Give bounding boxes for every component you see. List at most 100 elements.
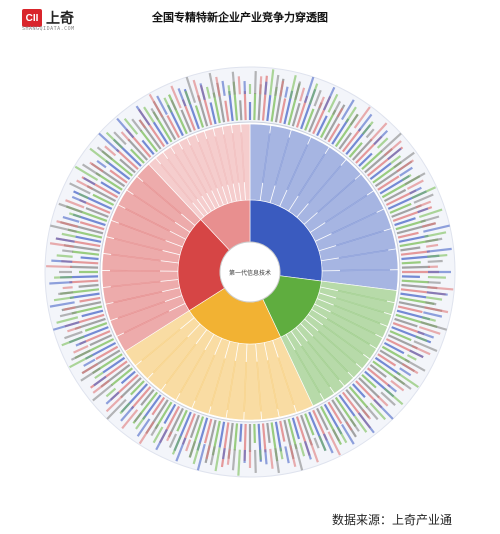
outer-label-mark bbox=[243, 91, 247, 121]
outer-label-mark bbox=[120, 405, 135, 422]
outer-label-mark bbox=[369, 162, 392, 181]
sector-label-mark bbox=[294, 349, 321, 394]
outer-label-mark bbox=[394, 217, 416, 227]
outer-label-mark bbox=[89, 334, 113, 347]
outer-label-mark bbox=[143, 106, 155, 123]
outer-label-mark bbox=[424, 306, 449, 314]
outer-label-mark bbox=[418, 208, 443, 219]
sector-label-mark bbox=[123, 310, 170, 334]
sector-label-mark bbox=[194, 354, 216, 402]
outer-label-mark bbox=[152, 426, 164, 444]
outer-label-mark bbox=[387, 147, 402, 161]
sector-label-mark bbox=[333, 304, 381, 325]
outer-label-mark bbox=[253, 423, 256, 443]
outer-label-mark bbox=[233, 423, 239, 451]
outer-label-mark bbox=[349, 418, 360, 432]
outer-label-mark bbox=[237, 449, 241, 476]
outer-label-mark bbox=[168, 433, 178, 449]
outer-label-mark bbox=[215, 76, 221, 97]
sector-label-mark bbox=[256, 361, 262, 412]
outer-label-mark bbox=[396, 371, 420, 389]
outer-label-mark bbox=[89, 147, 110, 165]
outer-label-mark bbox=[65, 199, 85, 209]
outer-label-mark bbox=[51, 259, 73, 263]
outer-label-mark bbox=[96, 146, 113, 161]
sector-label-mark bbox=[133, 193, 176, 223]
outer-label-mark bbox=[427, 286, 454, 291]
outer-label-mark bbox=[401, 173, 412, 182]
outer-label-mark bbox=[69, 182, 91, 195]
outer-label-mark bbox=[426, 296, 443, 301]
outer-label-mark bbox=[409, 349, 424, 359]
sector-label-mark bbox=[335, 297, 385, 314]
outer-label-mark bbox=[75, 340, 87, 347]
outer-label-mark bbox=[383, 341, 405, 355]
outer-label-mark bbox=[113, 131, 127, 146]
outer-label-mark bbox=[411, 344, 431, 356]
outer-label-mark bbox=[264, 81, 268, 95]
outer-label-mark bbox=[421, 316, 436, 322]
outer-label-mark bbox=[390, 155, 402, 165]
outer-label-mark bbox=[209, 446, 216, 466]
outer-label-mark bbox=[52, 321, 80, 331]
outer-label-mark bbox=[383, 140, 402, 157]
outer-label-mark bbox=[427, 281, 441, 285]
outer-label-mark bbox=[54, 275, 73, 279]
outer-label-mark bbox=[104, 145, 117, 157]
outer-label-mark bbox=[80, 367, 101, 382]
sector-label-mark bbox=[267, 360, 279, 410]
logo-text: 上奇 bbox=[46, 11, 74, 27]
outer-label-mark bbox=[279, 420, 286, 442]
outer-label-mark bbox=[196, 443, 206, 471]
outer-label-mark bbox=[400, 250, 430, 256]
outer-label-mark bbox=[380, 132, 402, 153]
sector-label-mark bbox=[335, 230, 385, 247]
outer-label-mark bbox=[49, 242, 74, 248]
sector-label-mark bbox=[331, 211, 377, 235]
outer-label-mark bbox=[322, 433, 334, 454]
outer-label-mark bbox=[366, 367, 391, 388]
outer-label-mark bbox=[289, 75, 297, 99]
outer-label-mark bbox=[83, 177, 96, 186]
outer-label-mark bbox=[401, 279, 429, 284]
outer-label-mark bbox=[176, 409, 188, 432]
outer-label-mark bbox=[49, 281, 73, 285]
outer-label-mark bbox=[150, 423, 160, 437]
outer-label-mark bbox=[399, 367, 412, 377]
outer-label-mark bbox=[404, 172, 426, 186]
outer-label-mark bbox=[214, 447, 221, 472]
outer-label-mark bbox=[383, 188, 407, 203]
outer-label-mark bbox=[120, 131, 131, 142]
sector-label-mark bbox=[330, 311, 376, 335]
chart-title: 全国专精特新企业产业竞争力穿透图 bbox=[152, 11, 328, 24]
outer-label-mark bbox=[218, 421, 226, 448]
outer-label-mark bbox=[398, 234, 429, 243]
outer-label-mark bbox=[308, 83, 319, 105]
sector-label-mark bbox=[197, 141, 218, 189]
center-hub bbox=[219, 241, 281, 303]
outer-label-mark bbox=[279, 80, 285, 97]
outer-label-mark bbox=[81, 362, 99, 375]
outer-label-mark bbox=[138, 119, 147, 129]
outer-label-mark bbox=[73, 344, 89, 354]
outer-label-mark bbox=[376, 137, 389, 149]
outer-label-mark bbox=[361, 409, 372, 420]
outer-label-mark bbox=[381, 345, 410, 363]
outer-label-mark bbox=[308, 439, 319, 463]
outer-label-mark bbox=[284, 86, 289, 98]
outer-label-mark bbox=[409, 186, 422, 195]
outer-label-mark bbox=[400, 246, 421, 252]
outer-label-mark bbox=[56, 220, 79, 228]
outer-label-mark bbox=[353, 106, 371, 129]
outer-label-mark bbox=[279, 447, 284, 460]
outer-label-mark bbox=[171, 435, 182, 455]
logo-mark: CII bbox=[22, 9, 42, 27]
outer-label-mark bbox=[62, 249, 74, 253]
outer-label-mark bbox=[64, 330, 83, 340]
outer-label-mark bbox=[163, 97, 173, 113]
outer-label-mark bbox=[401, 265, 430, 269]
outer-label-mark bbox=[274, 448, 280, 474]
outer-label-mark bbox=[50, 224, 77, 233]
outer-label-mark bbox=[338, 394, 356, 417]
